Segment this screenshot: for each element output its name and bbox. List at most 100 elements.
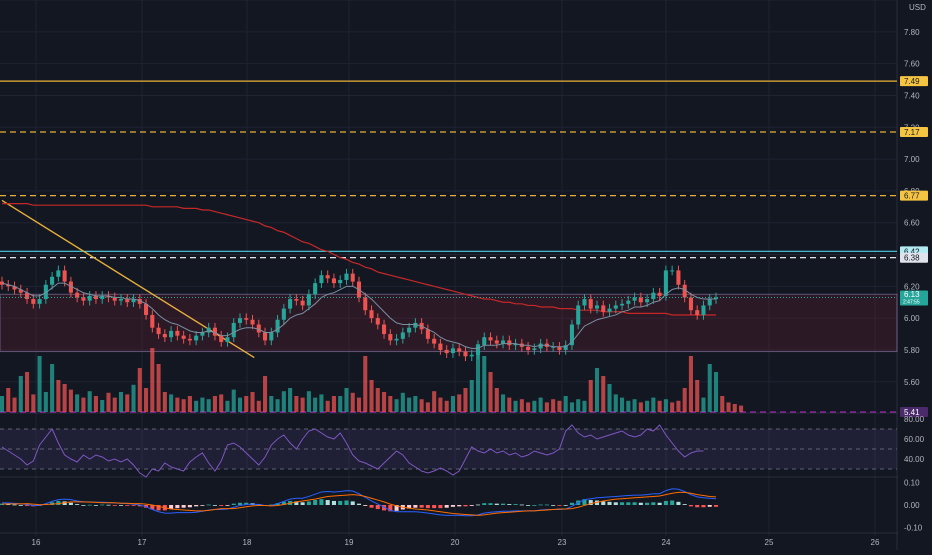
macd-histogram-bar xyxy=(87,504,92,506)
candle-body xyxy=(344,273,349,280)
macd-histogram-bar xyxy=(463,505,468,507)
macd-histogram-bar xyxy=(331,500,336,505)
volume-bar xyxy=(131,384,136,412)
volume-bar xyxy=(231,389,236,412)
volume-bar xyxy=(544,402,549,412)
volume-bar xyxy=(682,388,687,412)
volume-bar xyxy=(419,399,424,412)
macd-histogram-bar xyxy=(388,505,393,512)
candle-body xyxy=(607,308,612,312)
macd-histogram-bar xyxy=(200,505,205,506)
price-tick-label: 7.80 xyxy=(904,28,920,37)
volume-bar xyxy=(676,400,681,412)
volume-bar xyxy=(557,400,562,412)
macd-histogram-bar xyxy=(695,505,700,508)
candle-body xyxy=(676,270,681,285)
candle-body xyxy=(87,295,92,301)
candle-body xyxy=(156,327,161,335)
volume-bar xyxy=(382,392,387,412)
volume-bar xyxy=(338,396,343,412)
volume-bar xyxy=(306,391,311,412)
volume-bar xyxy=(212,396,217,412)
macd-histogram-bar xyxy=(131,505,136,506)
volume-bar xyxy=(269,396,274,412)
time-tick-label: 17 xyxy=(138,538,147,547)
macd-tick-label: 0.10 xyxy=(904,479,920,488)
candle-body xyxy=(25,292,30,300)
time-tick-label: 24 xyxy=(662,538,671,547)
candle-body xyxy=(601,305,606,312)
macd-histogram-bar xyxy=(6,504,11,505)
candle-body xyxy=(187,338,192,341)
price-tick-label: 5.60 xyxy=(904,378,920,387)
currency-label: USD xyxy=(909,3,926,12)
macd-histogram-bar xyxy=(488,503,493,505)
volume-bar xyxy=(313,397,318,412)
volume-bar xyxy=(651,397,656,412)
macd-tick-label: -0.10 xyxy=(904,524,923,533)
macd-histogram-bar xyxy=(81,505,86,506)
volume-bar xyxy=(56,380,61,412)
volume-bar xyxy=(175,397,180,412)
volume-bar xyxy=(494,388,499,412)
macd-histogram-bar xyxy=(569,502,574,505)
macd-histogram-bar xyxy=(194,505,199,507)
volume-bar xyxy=(526,402,531,412)
level-price-label: 5.41 xyxy=(904,408,920,417)
candle-body xyxy=(375,318,380,325)
time-tick-label: 16 xyxy=(32,538,41,547)
volume-bar xyxy=(225,400,230,412)
volume-bar xyxy=(563,396,568,412)
volume-bar xyxy=(538,397,543,412)
macd-histogram-bar xyxy=(563,505,568,506)
macd-histogram-bar xyxy=(713,505,719,507)
macd-histogram-bar xyxy=(682,504,687,505)
volume-bar xyxy=(112,397,117,412)
macd-signal-line xyxy=(1,491,717,516)
rsi-tick-label: 80.00 xyxy=(904,415,925,424)
candle-body xyxy=(463,351,468,357)
time-tick-label: 20 xyxy=(451,538,460,547)
candle-body xyxy=(162,334,167,338)
volume-bar xyxy=(18,376,23,412)
time-tick-label: 26 xyxy=(871,538,880,547)
candle-body xyxy=(37,299,42,304)
price-axis-background xyxy=(898,0,932,550)
macd-histogram-bar xyxy=(469,505,474,506)
volume-bar xyxy=(194,400,199,412)
rsi-tick-label: 60.00 xyxy=(904,435,925,444)
macd-histogram-bar xyxy=(137,505,142,507)
candle-body xyxy=(137,299,142,304)
volume-bar xyxy=(663,399,668,412)
candle-body xyxy=(701,305,706,315)
price-tick-label: 7.00 xyxy=(904,155,920,164)
volume-bar xyxy=(488,372,493,412)
volume-bar xyxy=(601,376,606,412)
last-price-label: 6.13 xyxy=(904,290,920,299)
macd-histogram-bar xyxy=(551,505,556,506)
volume-bar xyxy=(726,402,731,412)
volume-bar xyxy=(118,392,124,412)
volume-bar xyxy=(294,396,299,412)
macd-histogram-bar xyxy=(425,505,430,509)
volume-bar xyxy=(43,392,48,412)
candle-body xyxy=(707,299,712,306)
volume-bar xyxy=(81,397,86,412)
candle-body xyxy=(507,340,512,346)
candle-body xyxy=(582,299,587,306)
volume-bar xyxy=(695,380,700,412)
level-price-label: 6.77 xyxy=(904,192,920,201)
level-price-tag xyxy=(900,190,928,201)
level-price-tag xyxy=(900,407,928,417)
macd-histogram-bar xyxy=(25,505,30,506)
candle-body xyxy=(219,335,224,343)
candle-body xyxy=(444,349,449,354)
candle-body xyxy=(106,295,111,298)
macd-histogram-bar xyxy=(350,501,355,505)
volume-bar xyxy=(620,397,625,412)
candle-body xyxy=(638,297,643,303)
macd-histogram-bar xyxy=(450,505,455,507)
level-price-label: 7.49 xyxy=(904,77,920,86)
